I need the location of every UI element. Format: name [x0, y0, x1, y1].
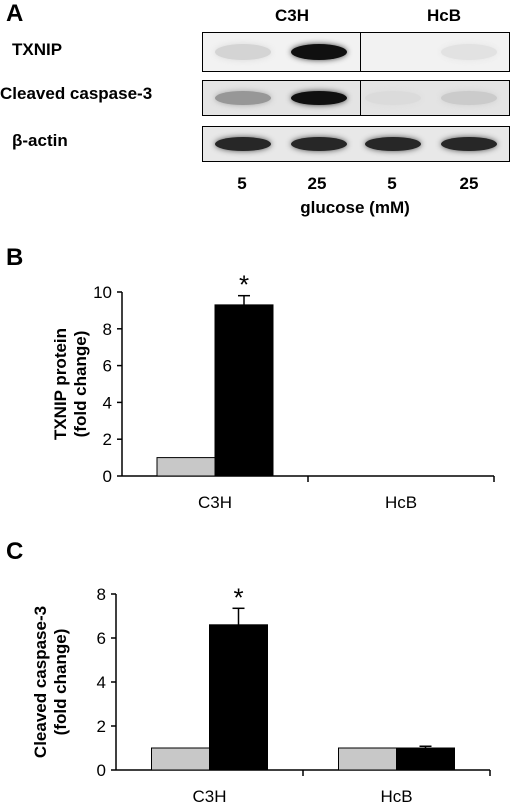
blot-band [365, 91, 421, 105]
lane-label-1: 5 [237, 174, 247, 193]
y-tick-label: 6 [97, 629, 106, 648]
bar [209, 624, 268, 771]
significance-mark: * [239, 270, 249, 300]
lane-label-3: 5 [387, 174, 397, 193]
y-axis-label: TXNIP protein [51, 328, 70, 440]
blot-xlabel: glucose (mM) [300, 198, 410, 217]
x-tick-label: HcB [380, 787, 412, 806]
blot-band [291, 137, 347, 151]
y-tick-label: 8 [97, 585, 106, 604]
y-tick-label: 4 [97, 673, 106, 692]
y-axis-label: (fold change) [71, 331, 90, 438]
y-tick-label: 0 [103, 467, 112, 486]
strain-label-c3h: C3H [274, 6, 309, 25]
blot-label-beta-actin: β-actin [12, 131, 68, 150]
bar [338, 747, 397, 771]
y-tick-label: 6 [103, 357, 112, 376]
panel-a-letter: A [6, 0, 24, 27]
blot-band [441, 91, 497, 105]
blot-band [215, 44, 271, 60]
y-tick-label: 8 [103, 320, 112, 339]
y-tick-label: 2 [97, 717, 106, 736]
blot-band [365, 137, 421, 151]
panel-b-letter: B [6, 244, 24, 271]
blot-strip-txnip [202, 32, 510, 72]
lane-label-4: 25 [459, 174, 479, 193]
y-axis-label: (fold change) [51, 629, 70, 736]
bar [151, 747, 210, 771]
blot-band [291, 44, 347, 60]
blot-band [215, 137, 271, 151]
bar [156, 457, 216, 477]
strain-label-hcb: HcB [426, 6, 461, 25]
x-tick-label: C3H [198, 493, 232, 512]
blot-band [441, 44, 497, 60]
blot-strip-beta-actin [202, 126, 510, 162]
blot-lane-divider [360, 81, 361, 115]
blot-band [441, 137, 497, 151]
panel-c-letter: C [6, 538, 24, 565]
y-axis-label: Cleaved caspase-3 [31, 606, 50, 758]
blot-label-cleaved-caspase: Cleaved caspase-3 [0, 84, 153, 103]
bar [214, 304, 274, 477]
chart-b: 0 2 4 6 8 10 C3H HcB * TXNIP protein (fold change) [51, 270, 495, 512]
blot-strip-cleaved-caspase [202, 80, 510, 116]
y-tick-label: 4 [103, 393, 112, 412]
blot-lane-divider [360, 33, 361, 71]
chart-c: 0 2 4 6 8 C3H HcB * Cleaved caspase-3 (fold chang… [31, 582, 491, 806]
significance-mark: * [233, 582, 243, 612]
y-tick-label: 0 [97, 761, 106, 780]
bar [396, 747, 455, 771]
lane-label-2: 25 [307, 174, 327, 193]
blot-band [215, 91, 271, 105]
y-tick-label: 2 [103, 430, 112, 449]
blot-band [291, 91, 347, 105]
blot-label-txnip: TXNIP [12, 40, 63, 59]
x-tick-label: C3H [192, 787, 226, 806]
x-tick-label: HcB [385, 493, 417, 512]
y-tick-label: 10 [93, 283, 112, 302]
